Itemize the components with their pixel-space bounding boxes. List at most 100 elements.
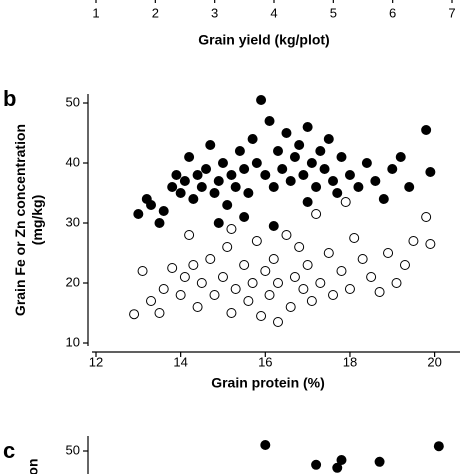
point xyxy=(366,272,377,282)
point xyxy=(302,122,313,132)
point xyxy=(192,170,203,180)
x-tick-label: 20 xyxy=(427,354,441,369)
x-tick-label: 5 xyxy=(330,5,337,20)
point xyxy=(336,455,347,465)
point xyxy=(391,278,402,288)
panel-label: b xyxy=(3,86,16,111)
point xyxy=(323,248,334,258)
point xyxy=(311,459,322,470)
point xyxy=(332,462,343,473)
point xyxy=(230,182,241,192)
point xyxy=(239,260,250,270)
point xyxy=(234,146,245,156)
point xyxy=(192,302,203,312)
point xyxy=(217,158,228,168)
point xyxy=(289,152,300,162)
point xyxy=(273,278,283,288)
y-tick-label: 20 xyxy=(66,274,80,289)
point xyxy=(336,152,347,162)
point xyxy=(226,308,237,318)
point xyxy=(226,224,237,234)
point xyxy=(256,95,267,105)
point xyxy=(421,125,432,135)
x-tick-label: 16 xyxy=(258,354,272,369)
point xyxy=(336,266,347,276)
point xyxy=(387,164,398,174)
y-tick-label: 10 xyxy=(66,334,80,349)
point xyxy=(179,176,190,186)
point xyxy=(311,182,322,192)
panel-label: c xyxy=(3,438,15,463)
point xyxy=(268,221,279,231)
x-tick-label: 6 xyxy=(389,5,396,20)
y-tick-label: 40 xyxy=(66,154,80,169)
point xyxy=(285,302,296,312)
point xyxy=(277,164,288,174)
point xyxy=(129,309,140,320)
x-tick-label: 1 xyxy=(92,5,99,20)
point xyxy=(408,236,419,246)
point xyxy=(226,170,237,180)
point xyxy=(167,263,178,273)
point xyxy=(395,152,406,162)
point xyxy=(154,308,165,318)
point xyxy=(273,146,283,156)
point xyxy=(353,182,364,192)
point xyxy=(404,182,415,192)
point xyxy=(425,239,436,249)
point xyxy=(209,290,220,300)
y-axis-label: Grain Fe or Zn concentration xyxy=(12,124,28,316)
point xyxy=(374,287,385,297)
point xyxy=(302,197,313,207)
point xyxy=(196,278,207,288)
point xyxy=(302,260,313,270)
point xyxy=(251,236,262,246)
point xyxy=(239,212,250,222)
point xyxy=(184,152,195,162)
point xyxy=(281,230,292,240)
point xyxy=(133,209,144,219)
point xyxy=(256,311,267,321)
point xyxy=(264,116,275,126)
x-tick-label: 4 xyxy=(270,5,277,20)
point xyxy=(243,296,254,306)
point xyxy=(137,266,148,276)
point xyxy=(251,158,262,168)
point xyxy=(175,290,186,300)
point xyxy=(146,200,157,210)
point xyxy=(319,164,330,174)
point xyxy=(171,170,182,180)
point xyxy=(328,290,339,300)
point xyxy=(222,242,233,252)
x-tick-label: 2 xyxy=(152,5,159,20)
point xyxy=(247,134,258,144)
y-tick-label: 50 xyxy=(66,94,80,109)
point xyxy=(175,188,186,198)
x-axis-label: Grain yield (kg/plot) xyxy=(198,32,329,48)
point xyxy=(213,218,224,228)
point xyxy=(158,206,169,216)
point xyxy=(306,158,317,168)
point xyxy=(311,209,322,219)
point xyxy=(188,194,199,204)
point xyxy=(205,140,216,150)
x-axis-label: Grain protein (%) xyxy=(211,375,325,391)
x-tick-label: 7 xyxy=(448,5,455,20)
point xyxy=(260,266,271,276)
point xyxy=(421,212,432,222)
point xyxy=(340,197,351,207)
point xyxy=(260,170,271,180)
point xyxy=(315,146,326,156)
point xyxy=(196,182,207,192)
point xyxy=(378,194,389,204)
point xyxy=(298,284,309,294)
point xyxy=(294,242,305,252)
point xyxy=(209,188,220,198)
point xyxy=(243,188,254,198)
point xyxy=(268,182,279,192)
point xyxy=(344,284,355,294)
x-tick-label: 18 xyxy=(343,354,357,369)
x-tick-label: 3 xyxy=(211,5,218,20)
point xyxy=(158,284,169,294)
